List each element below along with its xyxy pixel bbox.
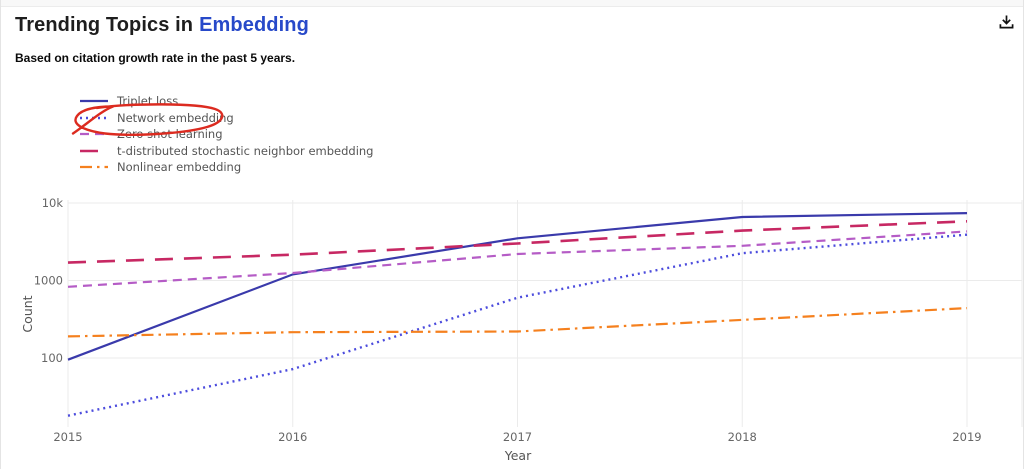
chart-legend: Triplet loss Network embedding Zero shot l… xyxy=(79,94,374,174)
x-axis-title: Year xyxy=(504,448,532,463)
y-tick-label: 1000 xyxy=(34,274,63,288)
legend-swatch xyxy=(80,165,108,169)
legend-label: Triplet loss xyxy=(117,94,179,108)
page-title: Trending Topics in Embedding xyxy=(15,14,309,37)
download-button[interactable] xyxy=(993,9,1019,35)
x-tick-label: 2016 xyxy=(278,430,307,444)
legend-label: Network embedding xyxy=(117,110,234,125)
series-line xyxy=(67,233,968,417)
series-line xyxy=(67,220,968,264)
download-icon xyxy=(997,13,1016,32)
legend-item-zero-shot-learning[interactable]: Zero shot learning xyxy=(79,127,373,141)
legend-item-network-embedding[interactable]: Network embedding xyxy=(79,110,373,125)
x-tick-label: 2019 xyxy=(952,430,981,444)
legend-item-nonlinear-embedding[interactable]: Nonlinear embedding xyxy=(79,160,373,174)
legend-swatch xyxy=(80,149,108,152)
series-line xyxy=(67,212,968,361)
top-strip xyxy=(1,0,1023,7)
y-axis-title: Count xyxy=(20,295,35,332)
y-tick-label: 10k xyxy=(42,196,64,210)
legend-swatch xyxy=(80,99,108,103)
x-tick-label: 2015 xyxy=(53,430,82,444)
legend-swatch xyxy=(80,116,108,119)
x-tick-label: 2017 xyxy=(503,430,532,444)
legend-swatch xyxy=(80,132,108,136)
legend-item-t-distributed-stochastic-neighbor-embedding[interactable]: t-distributed stochastic neighbor embedd… xyxy=(79,143,374,158)
series-line xyxy=(67,307,968,338)
page-title-prefix: Trending Topics in xyxy=(15,14,194,36)
legend-item-triplet-loss[interactable]: Triplet loss xyxy=(79,94,373,108)
legend-label: Nonlinear embedding xyxy=(117,160,242,174)
y-tick-label: 100 xyxy=(41,351,63,365)
chart-subtitle: Based on citation growth rate in the pas… xyxy=(15,51,296,65)
legend-label: t-distributed stochastic neighbor embedd… xyxy=(117,143,374,158)
legend-label: Zero shot learning xyxy=(117,127,223,141)
x-tick-label: 2018 xyxy=(728,430,757,444)
series-line xyxy=(67,230,968,288)
page-title-topic: Embedding xyxy=(199,14,309,36)
